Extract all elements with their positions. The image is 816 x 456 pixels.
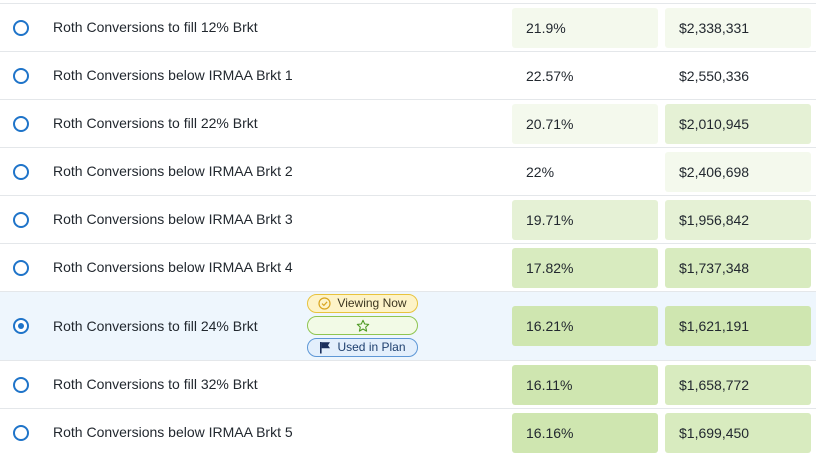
rate-cell: 22% — [526, 164, 555, 180]
rate-cell: 19.71% — [512, 200, 658, 240]
scenario-radio[interactable] — [13, 318, 29, 334]
table-row-selected[interactable]: Roth Conversions to fill 24% Brkt Viewin… — [0, 292, 816, 361]
scenario-radio[interactable] — [13, 164, 29, 180]
scenario-name: Roth Conversions below IRMAA Brkt 4 — [53, 259, 293, 275]
used-in-plan-label: Used in Plan — [337, 340, 406, 354]
table-row[interactable]: Roth Conversions to fill 12% Brkt 21.9% … — [0, 4, 816, 52]
rate-cell: 17.82% — [512, 248, 658, 288]
scenario-radio[interactable] — [13, 212, 29, 228]
used-in-plan-badge: Used in Plan — [307, 338, 418, 357]
scenario-name: Roth Conversions to fill 22% Brkt — [53, 115, 258, 131]
star-outline-icon — [356, 319, 370, 333]
scenario-name: Roth Conversions to fill 12% Brkt — [53, 19, 258, 35]
rate-cell: 16.16% — [512, 413, 658, 453]
table-row[interactable]: Roth Conversions below IRMAA Brkt 4 17.8… — [0, 244, 816, 292]
scenario-radio[interactable] — [13, 20, 29, 36]
rate-cell: 16.11% — [512, 365, 658, 405]
value-cell: $2,010,945 — [665, 104, 811, 144]
table-row[interactable]: Roth Conversions below IRMAA Brkt 1 22.5… — [0, 52, 816, 100]
check-circle-icon — [318, 297, 332, 310]
favorite-badge[interactable] — [307, 316, 418, 335]
viewing-now-label: Viewing Now — [337, 296, 407, 310]
scenario-name: Roth Conversions to fill 32% Brkt — [53, 376, 258, 392]
scenario-name: Roth Conversions below IRMAA Brkt 2 — [53, 163, 293, 179]
rate-cell: 20.71% — [512, 104, 658, 144]
table-row[interactable]: Roth Conversions to fill 32% Brkt 16.11%… — [0, 361, 816, 409]
scenario-name: Roth Conversions to fill 24% Brkt — [53, 318, 258, 334]
scenario-radio[interactable] — [13, 260, 29, 276]
value-cell: $2,406,698 — [665, 152, 811, 192]
viewing-now-badge: Viewing Now — [307, 294, 418, 313]
table-top-border — [0, 3, 816, 4]
value-cell: $1,621,191 — [665, 306, 811, 346]
scenario-name: Roth Conversions below IRMAA Brkt 5 — [53, 424, 293, 440]
scenario-radio[interactable] — [13, 116, 29, 132]
value-cell: $2,550,336 — [679, 68, 750, 84]
rate-cell: 16.21% — [512, 306, 658, 346]
scenario-radio[interactable] — [13, 377, 29, 393]
rate-cell: 22.57% — [526, 68, 574, 84]
table-row[interactable]: Roth Conversions below IRMAA Brkt 5 16.1… — [0, 409, 816, 456]
rate-cell: 21.9% — [512, 8, 658, 48]
value-cell: $1,956,842 — [665, 200, 811, 240]
scenario-radio[interactable] — [13, 425, 29, 441]
value-cell: $1,737,348 — [665, 248, 811, 288]
scenario-name: Roth Conversions below IRMAA Brkt 1 — [53, 67, 293, 83]
value-cell: $2,338,331 — [665, 8, 811, 48]
scenario-name: Roth Conversions below IRMAA Brkt 3 — [53, 211, 293, 227]
value-cell: $1,699,450 — [665, 413, 811, 453]
table-row[interactable]: Roth Conversions below IRMAA Brkt 2 22% … — [0, 148, 816, 196]
flag-icon — [319, 341, 331, 354]
table-row[interactable]: Roth Conversions below IRMAA Brkt 3 19.7… — [0, 196, 816, 244]
value-cell: $1,658,772 — [665, 365, 811, 405]
table-row[interactable]: Roth Conversions to fill 22% Brkt 20.71%… — [0, 100, 816, 148]
scenario-radio[interactable] — [13, 68, 29, 84]
